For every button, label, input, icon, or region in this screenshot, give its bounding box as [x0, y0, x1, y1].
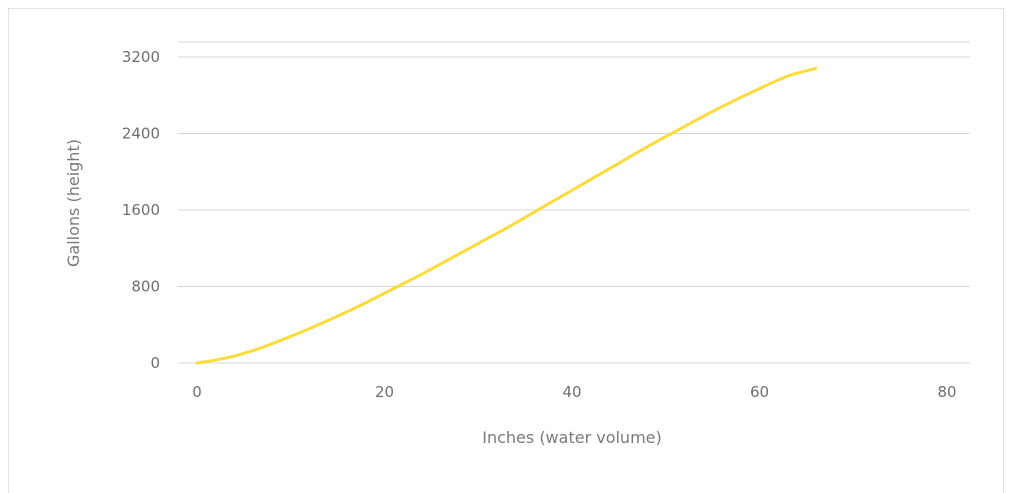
series-line-0 [195, 66, 818, 365]
series-layer [195, 66, 818, 365]
y-axis-title: Gallons (height) [64, 139, 83, 267]
gridlines [178, 41, 970, 364]
y-tick-label: 1600 [122, 201, 160, 219]
x-axis-ticks: 0 20 40 60 80 [192, 383, 956, 401]
x-axis-title: Inches (water volume) [482, 428, 662, 447]
x-tick-label: 20 [375, 383, 394, 401]
x-tick-label: 0 [192, 383, 202, 401]
x-tick-label: 40 [562, 383, 581, 401]
y-tick-label: 2400 [122, 125, 160, 143]
y-tick-label: 800 [131, 278, 160, 296]
y-axis-ticks: 0 800 1600 2400 3200 [122, 48, 160, 372]
y-tick-label: 3200 [122, 48, 160, 66]
x-tick-label: 80 [937, 383, 956, 401]
chart-card [8, 8, 1004, 493]
x-tick-label: 60 [750, 383, 769, 401]
y-tick-label: 0 [150, 354, 160, 372]
